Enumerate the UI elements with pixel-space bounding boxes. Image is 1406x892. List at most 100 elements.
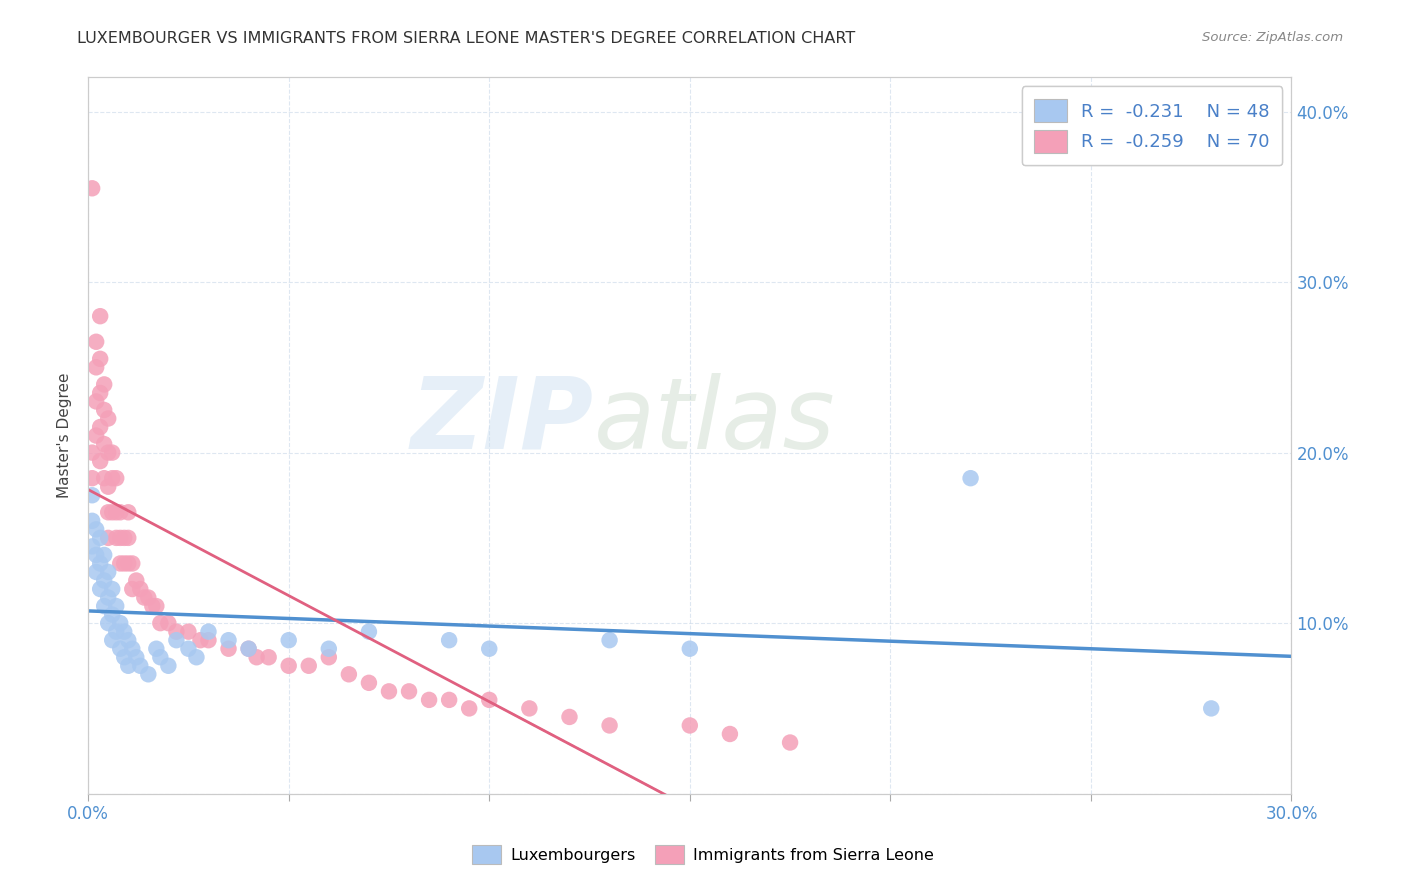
- Point: [337, 667, 360, 681]
- Point: [558, 710, 581, 724]
- Point: [93, 403, 115, 417]
- Point: [84, 394, 107, 409]
- Legend: R =  -0.231    N = 48, R =  -0.259    N = 70: R = -0.231 N = 48, R = -0.259 N = 70: [1022, 87, 1282, 165]
- Point: [246, 650, 269, 665]
- Point: [121, 582, 143, 596]
- Point: [89, 531, 111, 545]
- Point: [418, 693, 440, 707]
- Point: [129, 658, 152, 673]
- Point: [186, 650, 208, 665]
- Point: [89, 582, 111, 596]
- Point: [599, 718, 621, 732]
- Point: [157, 658, 180, 673]
- Point: [84, 548, 107, 562]
- Point: [82, 471, 104, 485]
- Point: [136, 667, 159, 681]
- Point: [277, 658, 299, 673]
- Point: [89, 557, 111, 571]
- Point: [398, 684, 420, 698]
- Point: [117, 505, 139, 519]
- Point: [101, 445, 124, 459]
- Point: [84, 360, 107, 375]
- Point: [478, 693, 501, 707]
- Point: [149, 616, 172, 631]
- Point: [599, 633, 621, 648]
- Point: [959, 471, 981, 485]
- Point: [121, 641, 143, 656]
- Point: [93, 377, 115, 392]
- Text: ZIP: ZIP: [411, 373, 593, 470]
- Point: [105, 471, 128, 485]
- Point: [82, 514, 104, 528]
- Point: [93, 548, 115, 562]
- Point: [93, 574, 115, 588]
- Point: [121, 557, 143, 571]
- Point: [177, 624, 200, 639]
- Point: [1199, 701, 1222, 715]
- Point: [89, 420, 111, 434]
- Point: [519, 701, 541, 715]
- Point: [82, 540, 104, 554]
- Point: [93, 471, 115, 485]
- Point: [82, 181, 104, 195]
- Legend: Luxembourgers, Immigrants from Sierra Leone: Luxembourgers, Immigrants from Sierra Le…: [465, 838, 941, 871]
- Point: [197, 633, 219, 648]
- Point: [134, 591, 156, 605]
- Point: [197, 624, 219, 639]
- Point: [101, 633, 124, 648]
- Point: [165, 624, 187, 639]
- Point: [110, 616, 132, 631]
- Point: [110, 505, 132, 519]
- Point: [84, 565, 107, 579]
- Point: [437, 693, 460, 707]
- Point: [97, 411, 120, 425]
- Point: [458, 701, 481, 715]
- Point: [117, 531, 139, 545]
- Point: [105, 624, 128, 639]
- Text: Source: ZipAtlas.com: Source: ZipAtlas.com: [1202, 31, 1343, 45]
- Point: [218, 641, 240, 656]
- Point: [101, 505, 124, 519]
- Point: [101, 471, 124, 485]
- Point: [437, 633, 460, 648]
- Point: [110, 641, 132, 656]
- Point: [679, 641, 702, 656]
- Point: [141, 599, 163, 613]
- Point: [779, 735, 801, 749]
- Point: [112, 531, 135, 545]
- Point: [105, 599, 128, 613]
- Point: [93, 599, 115, 613]
- Point: [125, 650, 148, 665]
- Point: [97, 480, 120, 494]
- Point: [89, 309, 111, 323]
- Point: [177, 641, 200, 656]
- Y-axis label: Master's Degree: Master's Degree: [58, 373, 72, 499]
- Point: [82, 488, 104, 502]
- Text: LUXEMBOURGER VS IMMIGRANTS FROM SIERRA LEONE MASTER'S DEGREE CORRELATION CHART: LUXEMBOURGER VS IMMIGRANTS FROM SIERRA L…: [77, 31, 856, 46]
- Point: [110, 557, 132, 571]
- Point: [110, 531, 132, 545]
- Point: [117, 557, 139, 571]
- Text: atlas: atlas: [593, 373, 835, 470]
- Point: [97, 565, 120, 579]
- Point: [357, 624, 380, 639]
- Point: [157, 616, 180, 631]
- Point: [117, 633, 139, 648]
- Point: [93, 437, 115, 451]
- Point: [84, 334, 107, 349]
- Point: [97, 591, 120, 605]
- Point: [89, 454, 111, 468]
- Point: [89, 351, 111, 366]
- Point: [112, 650, 135, 665]
- Point: [165, 633, 187, 648]
- Point: [145, 599, 167, 613]
- Point: [105, 531, 128, 545]
- Point: [117, 658, 139, 673]
- Point: [679, 718, 702, 732]
- Point: [298, 658, 321, 673]
- Point: [238, 641, 260, 656]
- Point: [82, 445, 104, 459]
- Point: [318, 641, 340, 656]
- Point: [136, 591, 159, 605]
- Point: [145, 641, 167, 656]
